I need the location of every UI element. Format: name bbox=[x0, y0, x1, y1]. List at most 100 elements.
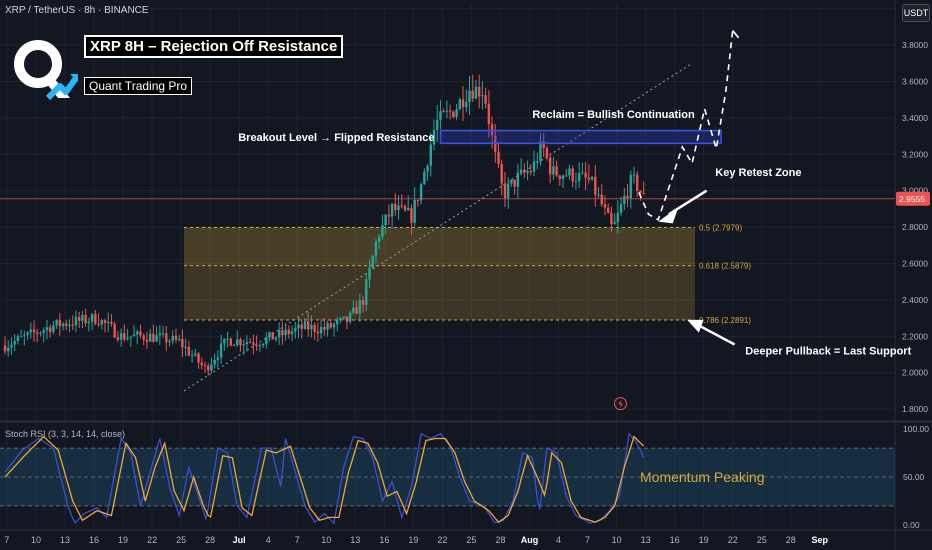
candle-body bbox=[310, 324, 313, 330]
candle-body bbox=[87, 321, 91, 324]
candle-body bbox=[416, 199, 420, 201]
candle-body bbox=[639, 190, 642, 193]
candle-body bbox=[574, 181, 578, 183]
time-tick-label: 16 bbox=[670, 535, 680, 545]
candle-body bbox=[348, 312, 352, 322]
fib-level-label: 0.5 (2.7979) bbox=[699, 223, 742, 232]
arrow-retest-head bbox=[658, 207, 679, 224]
time-tick-label: 28 bbox=[205, 535, 215, 545]
candle-body bbox=[474, 86, 478, 99]
candle-body bbox=[339, 318, 342, 321]
candle-body bbox=[623, 195, 626, 205]
candle-body bbox=[129, 336, 133, 338]
candle-body bbox=[503, 183, 507, 198]
candle-body bbox=[613, 222, 616, 225]
fib-zone-lower bbox=[184, 265, 695, 321]
candle-body bbox=[242, 343, 245, 346]
candle-body bbox=[323, 327, 326, 330]
candle-body bbox=[581, 172, 584, 174]
candle-body bbox=[555, 166, 558, 176]
candle-body bbox=[210, 364, 213, 371]
time-tick-label: 25 bbox=[757, 535, 767, 545]
time-tick-label: 28 bbox=[495, 535, 505, 545]
price-tick-label: 3.6000 bbox=[902, 76, 928, 86]
candle-body bbox=[394, 204, 397, 211]
candle-body bbox=[619, 204, 623, 213]
candle-body bbox=[336, 320, 339, 325]
candle-body bbox=[232, 344, 236, 346]
symbol-info: XRP / TetherUS · 8h · BINANCE bbox=[5, 5, 149, 16]
candle-body bbox=[94, 314, 97, 324]
candle-body bbox=[600, 194, 603, 205]
candle-body bbox=[329, 323, 332, 328]
time-tick-label: 16 bbox=[89, 535, 99, 545]
candle-body bbox=[313, 324, 316, 332]
stoch-d-line bbox=[4, 435, 645, 524]
candle-body bbox=[10, 344, 13, 348]
candle-body bbox=[52, 325, 55, 333]
candle-body bbox=[536, 161, 539, 163]
candle-body bbox=[61, 323, 65, 327]
candle-body bbox=[100, 320, 103, 325]
candle-body bbox=[597, 194, 600, 196]
price-tick-label: 2.6000 bbox=[902, 258, 928, 268]
time-tick-label: 19 bbox=[118, 535, 128, 545]
candle-body bbox=[439, 111, 442, 121]
candle-body bbox=[190, 355, 194, 357]
candle-body bbox=[355, 307, 358, 314]
time-tick-label: 19 bbox=[408, 535, 418, 545]
candle-body bbox=[426, 165, 429, 172]
candle-body bbox=[148, 333, 152, 342]
time-tick-label: 10 bbox=[321, 535, 331, 545]
candle-body bbox=[294, 328, 297, 332]
time-tick-label: 25 bbox=[466, 535, 476, 545]
candle-body bbox=[419, 184, 423, 201]
candle-body bbox=[352, 307, 355, 313]
candle-body bbox=[542, 141, 545, 148]
time-tick-label: 10 bbox=[31, 535, 41, 545]
candle-body bbox=[84, 315, 87, 324]
candle-body bbox=[636, 174, 639, 191]
candle-body bbox=[68, 324, 71, 326]
candle-body bbox=[403, 206, 407, 211]
fib-zone-upper bbox=[184, 227, 695, 266]
candle-body bbox=[265, 337, 268, 344]
time-tick-label: 4 bbox=[556, 535, 561, 545]
time-tick-label: 25 bbox=[176, 535, 186, 545]
candle-body bbox=[587, 177, 591, 180]
candle-body bbox=[3, 345, 7, 352]
annotation-reclaim: Reclaim = Bullish Continuation bbox=[532, 109, 695, 121]
candle-body bbox=[429, 144, 432, 166]
candle-body bbox=[471, 90, 474, 99]
candle-body bbox=[448, 110, 452, 112]
candle-body bbox=[48, 327, 52, 333]
time-tick-label: Aug bbox=[521, 535, 539, 545]
stoch-k-line bbox=[4, 432, 645, 525]
candle-body bbox=[497, 151, 500, 165]
candle-body bbox=[629, 174, 632, 199]
time-tick-label: 16 bbox=[379, 535, 389, 545]
candle-body bbox=[316, 331, 320, 334]
candle-body bbox=[236, 339, 239, 345]
candle-body bbox=[16, 336, 20, 341]
time-tick-label: 10 bbox=[612, 535, 622, 545]
time-tick-label: 22 bbox=[437, 535, 447, 545]
candle-body bbox=[171, 335, 174, 342]
candle-body bbox=[145, 339, 149, 342]
candle-body bbox=[110, 321, 113, 325]
candle-body bbox=[258, 345, 262, 347]
candle-body bbox=[616, 212, 620, 223]
currency-button[interactable]: USDT bbox=[902, 4, 930, 22]
candle-body bbox=[32, 329, 36, 333]
candle-body bbox=[345, 316, 349, 322]
chart-title: XRP 8H – Rejection Off Resistance bbox=[84, 35, 344, 58]
candle-body bbox=[90, 314, 94, 322]
candle-body bbox=[252, 342, 255, 345]
candle-body bbox=[97, 323, 100, 325]
candle-body bbox=[77, 317, 81, 321]
candle-body bbox=[248, 342, 252, 344]
candle-body bbox=[513, 179, 516, 187]
candle-body bbox=[168, 341, 171, 343]
candle-body bbox=[271, 332, 274, 340]
